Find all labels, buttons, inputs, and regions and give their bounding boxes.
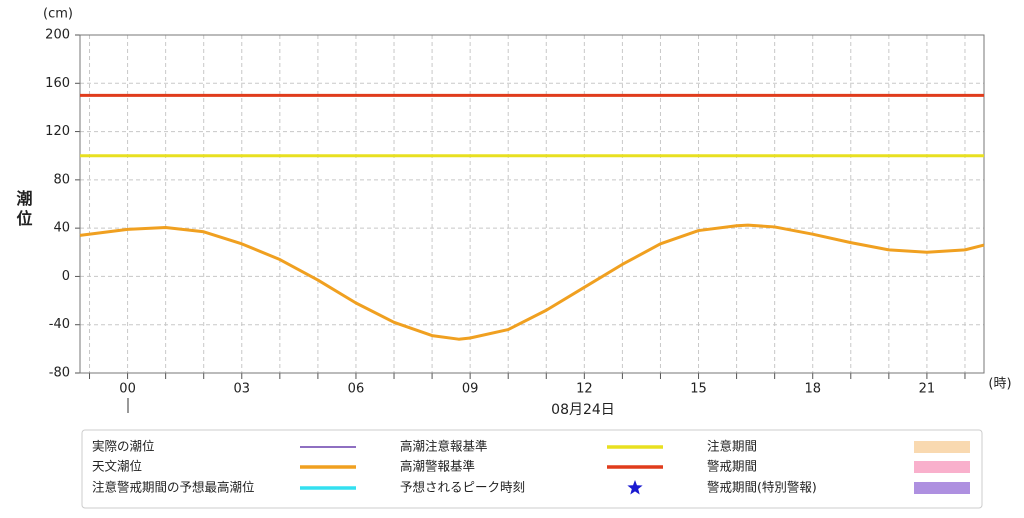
x-tick-label: 06 (348, 382, 365, 397)
legend-label: 実際の潮位 (92, 439, 155, 454)
legend-swatch (914, 441, 970, 453)
y-tick-label: -80 (49, 366, 70, 381)
y-tick-label: -40 (49, 317, 70, 332)
x-tick-label: 18 (804, 382, 821, 397)
legend-label: 高潮注意報基準 (400, 439, 488, 454)
legend-swatch (627, 480, 643, 495)
y-tick-label: 40 (53, 221, 70, 236)
legend-label: 警戒期間(特別警報) (707, 480, 817, 495)
legend-label: 天文潮位 (92, 459, 142, 474)
x-tick-label: 21 (919, 382, 936, 397)
y-axis-label: 潮位 (14, 189, 33, 230)
legend-label: 予想されるピーク時刻 (400, 480, 525, 495)
series-line (79, 223, 985, 341)
x-unit: (時) (988, 377, 1011, 392)
x-tick-label: 00 (119, 382, 136, 397)
legend-swatch (914, 461, 970, 473)
legend-label: 高潮警報基準 (400, 459, 475, 474)
x-tick-label: 09 (462, 382, 479, 397)
x-tick-label: 03 (233, 382, 250, 397)
x-tick-label: 15 (690, 382, 707, 397)
date-label: 08月24日 (551, 402, 615, 418)
y-unit: (cm) (43, 7, 73, 22)
plot-frame (79, 34, 985, 374)
legend-label: 注意警戒期間の予想最高潮位 (92, 480, 255, 495)
legend-label: 注意期間 (707, 439, 757, 454)
y-tick-label: 0 (62, 269, 70, 284)
legend-box (81, 429, 983, 509)
y-tick-label: 200 (45, 28, 70, 43)
legend-label: 警戒期間 (707, 459, 757, 474)
y-tick-label: 80 (53, 172, 70, 187)
y-tick-label: 120 (45, 124, 70, 139)
legend-swatch (914, 482, 970, 494)
x-tick-label: 12 (576, 382, 593, 397)
y-tick-label: 160 (45, 76, 70, 91)
